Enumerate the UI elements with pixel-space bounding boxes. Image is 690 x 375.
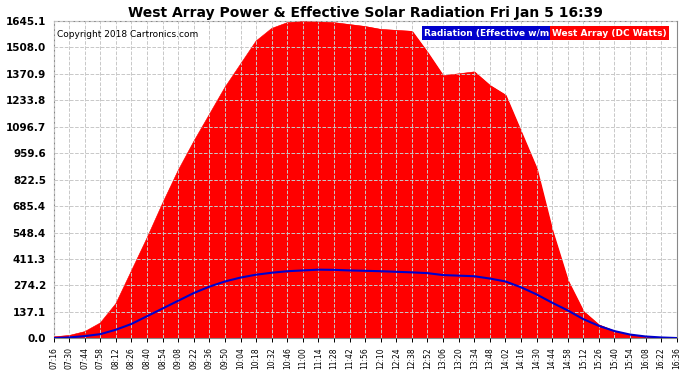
- Text: Radiation (Effective w/m2): Radiation (Effective w/m2): [424, 28, 560, 38]
- Title: West Array Power & Effective Solar Radiation Fri Jan 5 16:39: West Array Power & Effective Solar Radia…: [128, 6, 602, 20]
- Text: West Array (DC Watts): West Array (DC Watts): [552, 28, 667, 38]
- Text: Copyright 2018 Cartronics.com: Copyright 2018 Cartronics.com: [57, 30, 198, 39]
